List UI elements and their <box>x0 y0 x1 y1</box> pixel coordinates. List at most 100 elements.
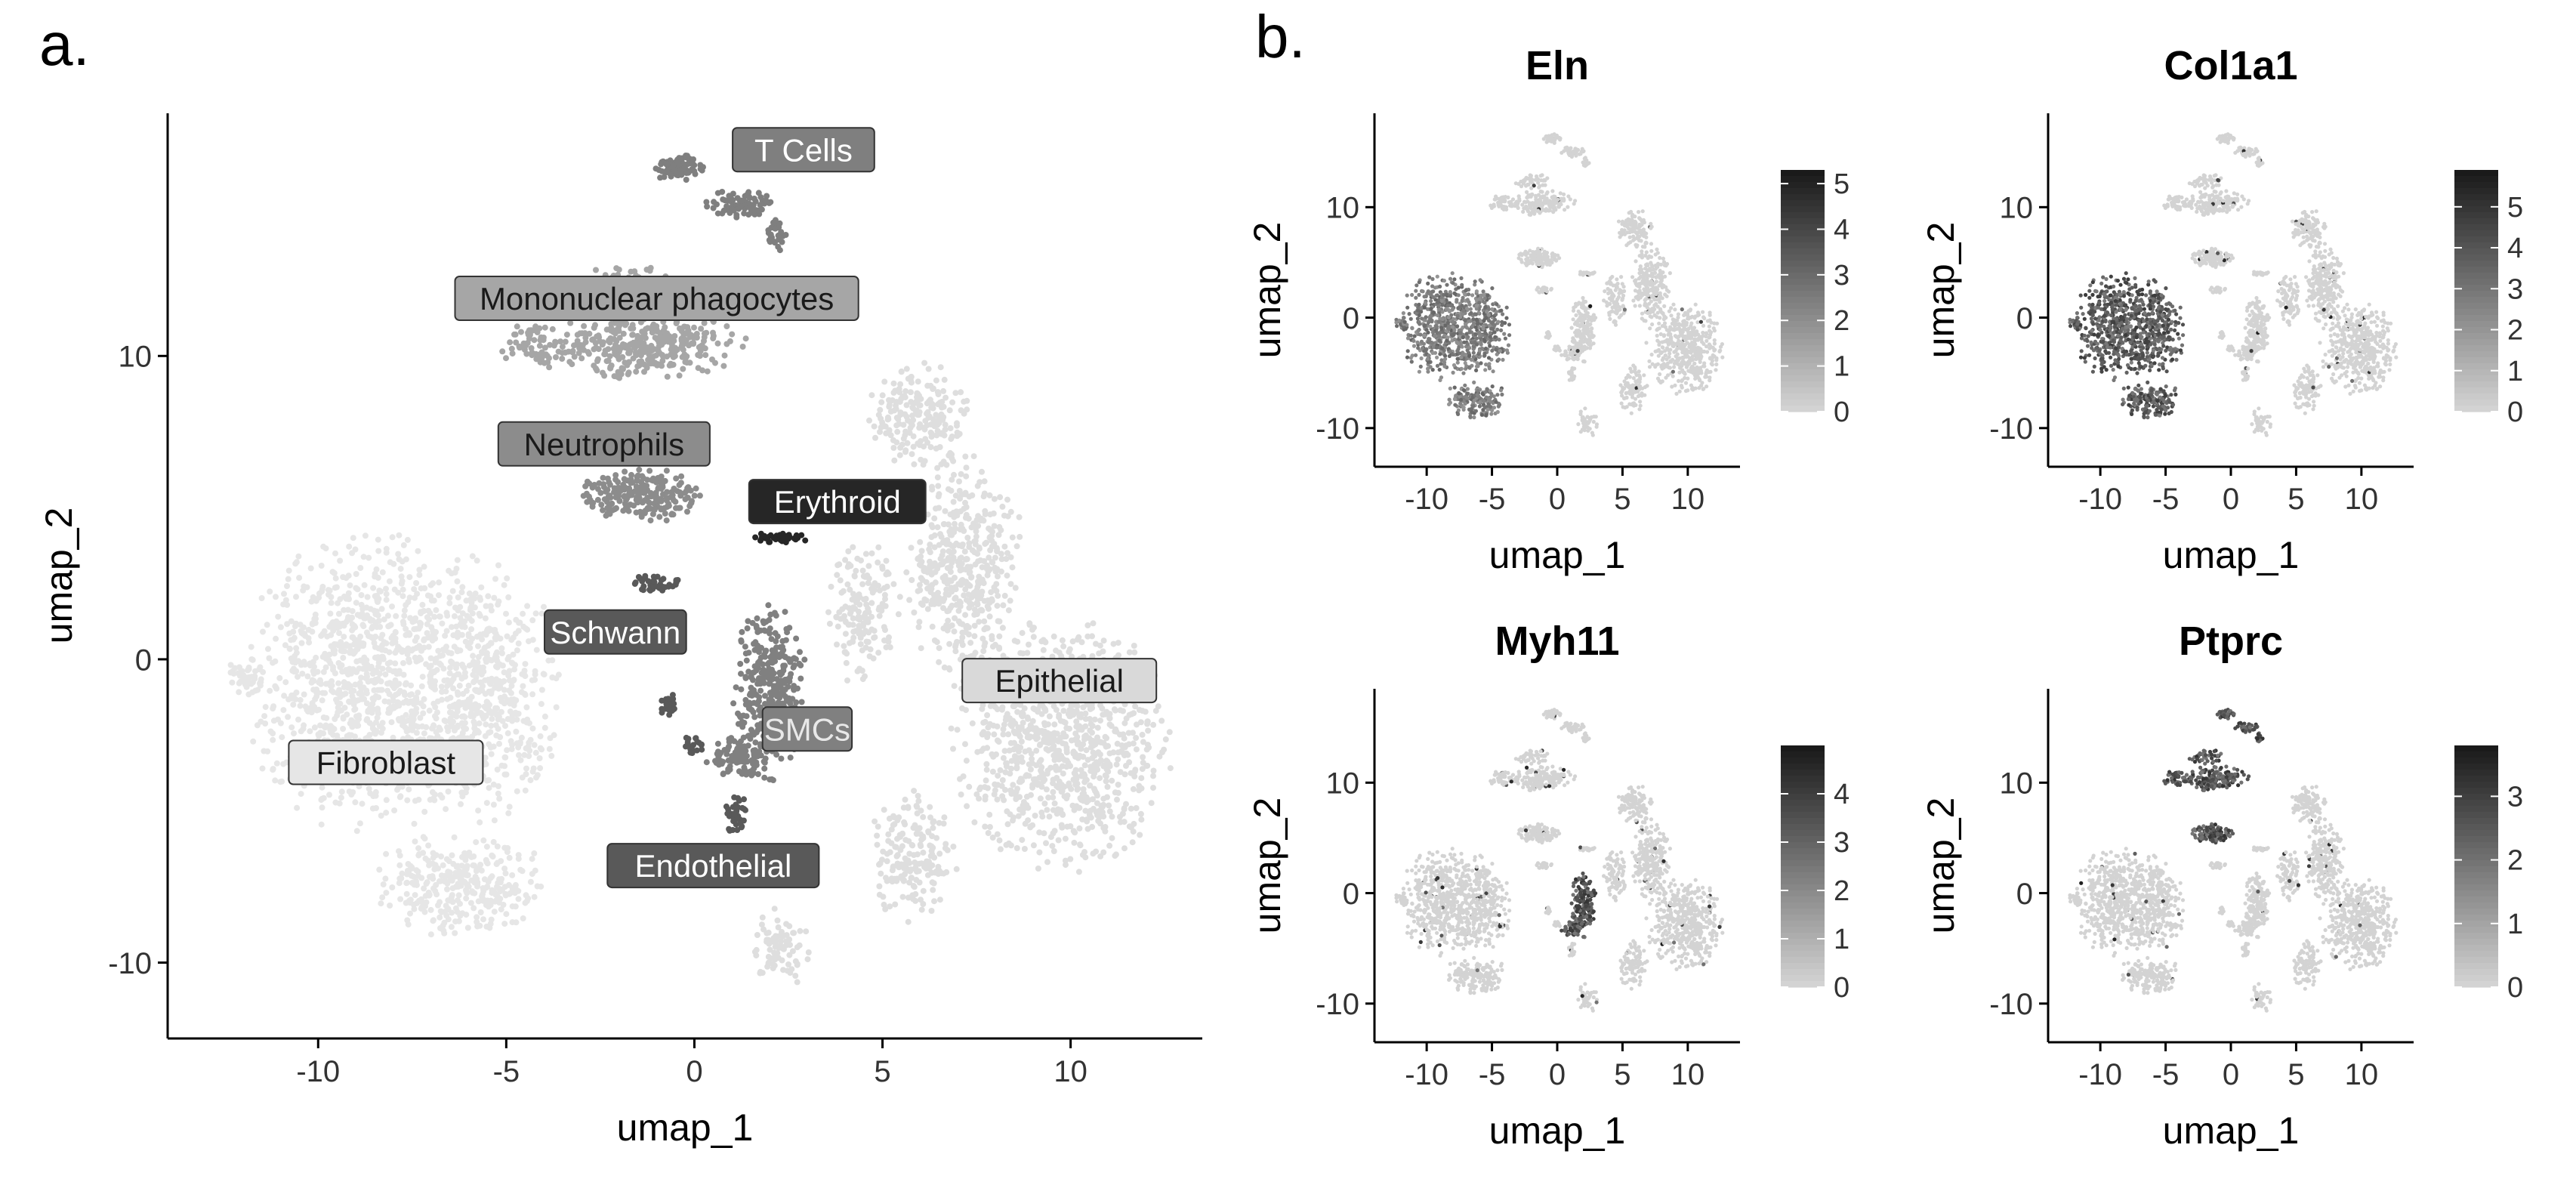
cell-point <box>381 616 387 623</box>
cell-point <box>746 200 753 207</box>
cell-point <box>398 580 405 587</box>
cell-point <box>382 671 389 677</box>
cell-point <box>491 909 498 915</box>
cell-point <box>434 709 440 716</box>
cell-point <box>455 594 461 600</box>
cell-point <box>478 710 485 717</box>
cell-point <box>347 615 353 622</box>
cell-point <box>984 745 991 751</box>
cell-point <box>1081 849 1087 856</box>
cell-point <box>352 681 359 688</box>
cell-point <box>337 664 344 671</box>
cell-point <box>410 901 417 908</box>
cell-point <box>409 708 415 714</box>
cell-point <box>975 558 982 565</box>
cell-point <box>404 536 411 543</box>
cell-point <box>931 423 938 430</box>
cell-point <box>362 532 369 539</box>
cell-point <box>650 584 657 591</box>
cell-point <box>971 622 978 629</box>
cell-point <box>294 804 301 811</box>
cell-point <box>390 682 397 689</box>
cell-point <box>307 660 313 667</box>
cell-point <box>308 679 315 686</box>
cell-point <box>532 677 538 683</box>
cell-point <box>295 716 301 723</box>
cell-point <box>316 594 322 601</box>
cell-point <box>996 633 1003 640</box>
cell-point <box>957 567 964 574</box>
cell-point <box>1033 748 1040 754</box>
cell-point <box>452 884 459 890</box>
cell-point <box>886 634 892 640</box>
cell-point <box>1130 829 1137 835</box>
cell-point <box>951 683 958 690</box>
cell-point <box>1073 718 1080 725</box>
cell-point <box>353 828 360 835</box>
cell-point <box>565 348 572 355</box>
cell-point <box>626 359 632 366</box>
cell-point <box>764 930 770 937</box>
cell-point <box>612 494 619 501</box>
cell-point <box>970 453 977 460</box>
cell-point <box>421 885 427 892</box>
cell-point <box>461 735 467 742</box>
cell-point <box>449 909 455 916</box>
cell-point <box>989 636 995 643</box>
cell-point <box>886 403 893 410</box>
cell-point <box>277 624 284 631</box>
cell-point <box>502 870 509 877</box>
cell-point <box>375 548 382 554</box>
cell-point <box>927 842 933 849</box>
cell-point <box>299 671 306 677</box>
cell-point <box>319 804 325 811</box>
cell-point <box>351 706 358 713</box>
cell-point <box>952 594 959 601</box>
cell-point <box>1075 804 1082 811</box>
cell-point <box>1150 785 1156 791</box>
cell-point <box>652 492 659 499</box>
cell-point <box>985 568 992 575</box>
cell-point <box>483 856 489 863</box>
cell-point <box>426 707 433 714</box>
cell-point <box>512 709 519 716</box>
cell-point <box>1114 796 1120 803</box>
cell-point <box>893 875 900 882</box>
cell-point <box>440 927 447 934</box>
cell-point <box>1081 779 1088 785</box>
cell-point <box>541 359 548 366</box>
cell-point <box>841 613 847 619</box>
cell-point <box>512 630 519 637</box>
cell-point <box>343 575 350 582</box>
cell-point <box>415 845 422 852</box>
cell-point <box>495 783 501 789</box>
cell-point <box>464 613 470 619</box>
cell-point <box>511 666 517 673</box>
cell-point <box>944 557 951 563</box>
cell-point <box>385 623 392 630</box>
cell-point <box>672 498 679 505</box>
cell-point <box>659 168 665 174</box>
cell-point <box>366 616 373 622</box>
cell-point <box>551 342 557 349</box>
cell-point <box>1062 835 1069 842</box>
cell-point <box>656 498 663 505</box>
cell-point <box>924 872 931 878</box>
cell-point <box>336 630 342 637</box>
cell-point <box>837 577 844 584</box>
cell-point <box>471 595 478 602</box>
cell-point <box>436 592 442 599</box>
cell-point <box>896 389 903 396</box>
cell-point <box>930 880 937 887</box>
cell-point <box>957 600 964 606</box>
cell-point <box>333 618 340 625</box>
cell-point <box>379 642 386 649</box>
cell-point <box>446 600 453 606</box>
cell-point <box>400 619 406 625</box>
cell-point <box>1015 813 1022 819</box>
cell-point <box>1076 825 1083 832</box>
cell-point <box>512 331 519 338</box>
cell-point <box>514 647 520 654</box>
cell-point <box>534 883 541 890</box>
